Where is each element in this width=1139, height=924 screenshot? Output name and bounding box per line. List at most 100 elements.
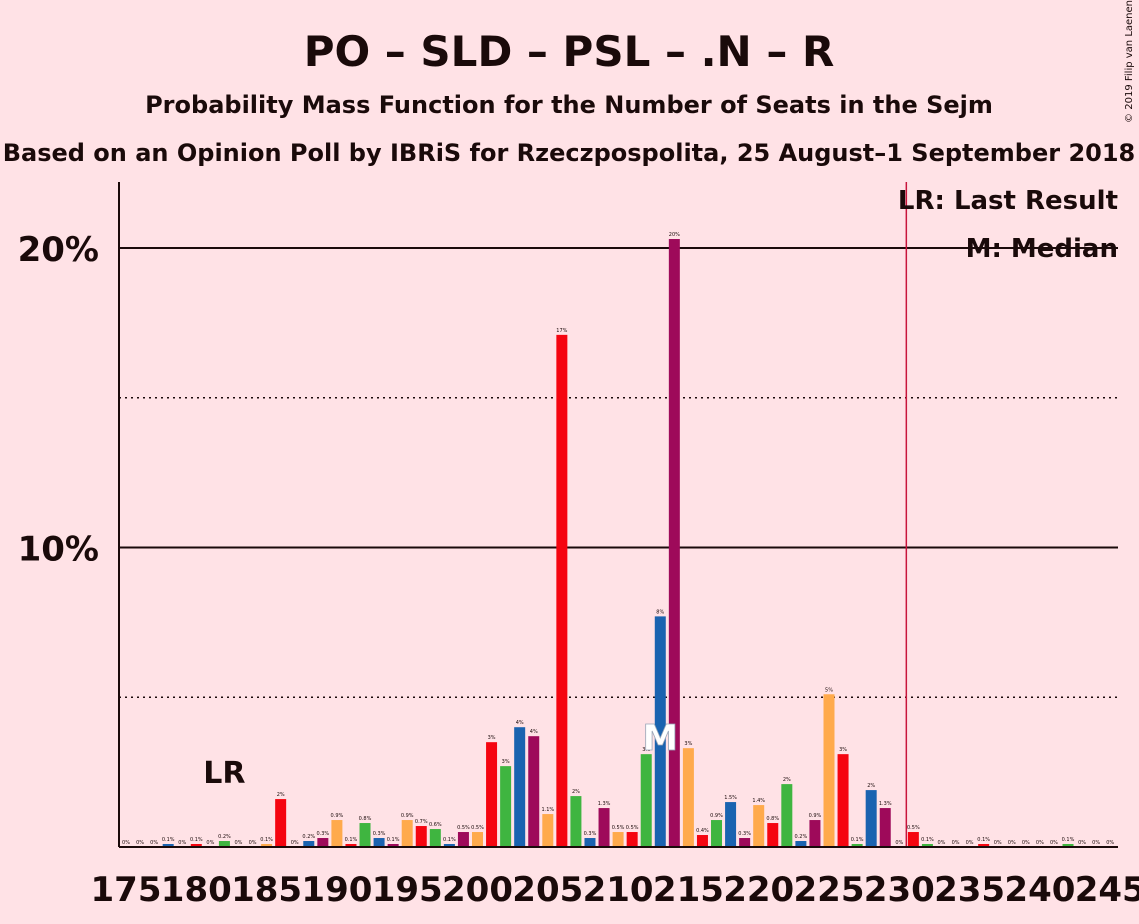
x-tick-label: 175 — [91, 870, 162, 910]
bar — [162, 844, 174, 847]
bar — [373, 838, 385, 847]
legend-last-result: LR: Last Result — [898, 186, 1118, 216]
x-tick-label: 220 — [723, 870, 794, 910]
bar — [443, 844, 455, 847]
gridlines — [119, 247, 1118, 698]
bar-value-label: 0% — [895, 840, 903, 846]
bar — [415, 826, 427, 847]
bar — [795, 841, 807, 847]
bar-value-label: 0% — [938, 840, 946, 846]
bar — [654, 616, 666, 847]
bar-value-label: 0% — [966, 840, 974, 846]
legend-median: M: Median — [966, 234, 1118, 264]
bar — [190, 844, 202, 847]
bar — [542, 814, 554, 847]
bar-value-label: 0.5% — [907, 825, 920, 831]
bar-value-label: 0.9% — [809, 813, 822, 819]
bar-value-label: 17% — [556, 328, 567, 334]
bar — [725, 802, 737, 847]
bar-value-label: 0.1% — [1062, 837, 1075, 843]
bar-value-label: 0.1% — [162, 837, 175, 843]
bar — [851, 844, 863, 847]
bar — [359, 823, 371, 847]
bar — [837, 754, 849, 847]
bar-value-label: 0.3% — [738, 831, 751, 837]
bar-value-label: 0.6% — [429, 822, 442, 828]
bar-value-label: 4% — [516, 720, 524, 726]
bar-value-label: 0.3% — [373, 831, 386, 837]
bar — [261, 844, 273, 847]
bar — [218, 841, 230, 847]
x-tick-label: 225 — [794, 870, 865, 910]
bar — [556, 334, 568, 848]
axes-layer: 10%20%175 180 185 190 195 200 205 210 215 220 225 2… — [18, 182, 1139, 910]
y-tick-label: 20% — [18, 230, 99, 270]
bar-value-label: 0.8% — [359, 816, 372, 822]
bar-value-label: 0.1% — [345, 837, 358, 843]
bars-layer: 0% 0% 0% 0.1% 0% 0.1% 0%0.2%0% 0% 0.1%2%0%0.2% 0.… — [122, 232, 1114, 848]
bar — [387, 844, 399, 847]
bar — [275, 799, 287, 847]
bar-value-label: 0% — [1092, 840, 1100, 846]
bar-value-label: 0.1% — [977, 837, 990, 843]
bar — [865, 790, 877, 847]
bar-value-label: 8% — [656, 609, 664, 615]
bar-value-label: 1.1% — [541, 807, 554, 813]
bar-value-label: 0% — [249, 840, 257, 846]
bar-value-label: 1.5% — [724, 795, 737, 801]
bar — [640, 754, 652, 847]
bar — [753, 805, 765, 847]
bar — [401, 820, 413, 847]
bar-value-label: 2% — [277, 792, 285, 798]
bar-value-label: 20% — [669, 232, 680, 238]
bar — [682, 748, 694, 847]
bar — [907, 832, 919, 847]
bar — [612, 832, 624, 847]
chart-title: PO – SLD – PSL – .N – R — [304, 27, 835, 76]
bar-value-label: 3% — [502, 759, 510, 765]
bar-value-label: 2% — [867, 783, 875, 789]
bar — [584, 838, 596, 847]
bar-value-label: 0.1% — [387, 837, 400, 843]
x-tick-label: 180 — [161, 870, 232, 910]
bar — [500, 766, 512, 847]
copyright-note: © 2019 Filip van Laenen — [1124, 0, 1135, 123]
bar-value-label: 0% — [952, 840, 960, 846]
bar-value-label: 0.5% — [612, 825, 625, 831]
bar-value-label: 0.1% — [921, 837, 934, 843]
bar-value-label: 0% — [178, 840, 186, 846]
bar-value-label: 0% — [1036, 840, 1044, 846]
bar-value-label: 0.2% — [302, 834, 315, 840]
bar — [1062, 844, 1074, 847]
bar-value-label: 0.9% — [331, 813, 344, 819]
last-result-marker: LR — [203, 756, 245, 791]
bar-value-label: 0% — [206, 840, 214, 846]
bar-value-label: 3% — [839, 747, 847, 753]
bar — [668, 239, 680, 847]
bar-value-label: 0% — [1050, 840, 1058, 846]
bar-value-label: 3% — [642, 747, 650, 753]
bar-value-label: 1.4% — [752, 798, 765, 804]
bar-value-label: 0% — [1078, 840, 1086, 846]
bar-value-label: 0.1% — [851, 837, 864, 843]
bar — [486, 742, 498, 847]
bar-value-label: 2% — [783, 777, 791, 783]
bar — [472, 832, 483, 847]
bar — [739, 838, 751, 847]
bar — [331, 820, 343, 847]
y-tick-label: 10% — [18, 530, 99, 570]
bar — [457, 832, 469, 847]
bar — [809, 820, 821, 847]
bar-value-label: 1.3% — [598, 801, 611, 807]
bar — [626, 832, 638, 847]
bar-value-label: 0.2% — [795, 834, 808, 840]
bar-value-label: 0% — [122, 840, 130, 846]
x-tick-label: 200 — [442, 870, 513, 910]
bar-value-label: 0% — [235, 840, 243, 846]
bar — [767, 823, 779, 847]
bar-value-label: 5% — [825, 687, 833, 693]
bar — [528, 736, 540, 847]
bar — [781, 784, 793, 847]
bar — [303, 841, 315, 847]
